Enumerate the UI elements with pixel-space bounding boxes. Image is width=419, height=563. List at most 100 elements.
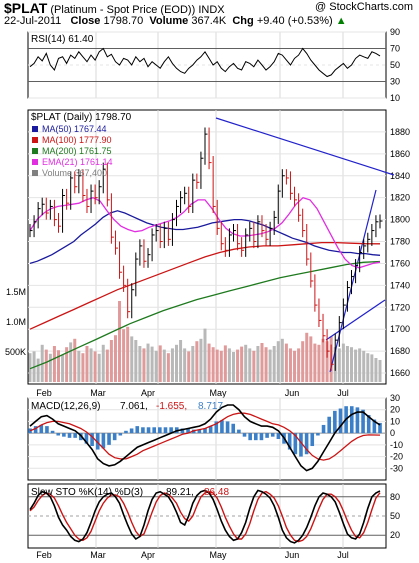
trend-line <box>215 117 395 176</box>
rsi-line <box>29 47 381 78</box>
macd-histogram-bar <box>349 406 354 434</box>
volume-tick-label: 1.0M <box>6 317 26 327</box>
volume-bar <box>158 345 162 382</box>
volume-bar <box>154 350 158 382</box>
sto-tick-label: 80 <box>390 492 400 502</box>
macd-histogram-bar <box>107 433 111 445</box>
sto-d-value: 86.48 <box>204 487 229 498</box>
price-panel <box>27 109 387 385</box>
macd-histogram-bar <box>129 428 134 434</box>
sto-legend-label: Slow STO %K(14) %D(3) <box>31 487 143 498</box>
volume-bar <box>203 328 207 382</box>
volume-bar <box>170 348 174 382</box>
volume-bar <box>297 348 301 382</box>
volume-bar <box>56 350 60 382</box>
macd-histogram-bar <box>248 433 252 441</box>
macd-histogram-bar <box>163 427 168 434</box>
volume-bar <box>65 347 69 382</box>
volume-bar <box>280 338 284 382</box>
macd-histogram-bar <box>270 433 275 437</box>
volume-bar <box>244 344 248 382</box>
macd-histogram-bar <box>293 433 298 455</box>
volume-tick-label: 500K <box>5 347 26 357</box>
macd-tick-label: -10 <box>390 440 403 450</box>
volume-bar <box>187 351 191 382</box>
price-legend-entry: EMA(21) 1761.14 <box>42 157 113 167</box>
legend-swatch <box>32 159 38 165</box>
macd-legend-label: MACD(12,26,9) <box>31 401 100 412</box>
volume-bar <box>378 359 382 382</box>
price-tick-label: 1840 <box>390 171 410 181</box>
price-tick-label: 1700 <box>390 324 410 334</box>
macd-histogram-bar <box>169 427 173 434</box>
macd-histogram-bar <box>231 423 236 434</box>
chg-label: Chg <box>232 15 254 27</box>
ma200-line <box>29 260 381 370</box>
macd-histogram-bar <box>146 427 151 434</box>
volume-bar <box>28 353 32 382</box>
price-tick-label: 1760 <box>390 258 410 268</box>
volume-bar <box>109 340 113 382</box>
rsi-legend: RSI(14) 61.40 <box>31 34 94 45</box>
macd-histogram-bar <box>90 433 94 447</box>
legend-swatch <box>32 148 38 154</box>
volume-bar <box>93 351 97 382</box>
volume-bar <box>142 348 146 382</box>
macd-histogram-bar <box>287 433 292 450</box>
ma100-line <box>29 241 381 330</box>
macd-histogram-bar <box>56 433 61 436</box>
macd-histogram-bar <box>372 419 377 434</box>
volume-bar <box>61 355 65 382</box>
volume-bar <box>118 301 122 382</box>
macd-tick-label: 0 <box>390 428 395 438</box>
macd-histogram-bar <box>124 430 128 434</box>
volume-bar <box>313 343 317 382</box>
symbol: $PLAT <box>4 0 48 16</box>
volume-bar <box>81 353 85 382</box>
volume-bar <box>337 348 341 382</box>
macd-histogram-bar <box>208 426 213 434</box>
volume-bar <box>44 349 48 382</box>
macd-histogram-bar <box>112 433 117 441</box>
legend-swatch <box>32 126 38 132</box>
macd-tick-label: 30 <box>390 393 400 403</box>
volume-bar <box>370 354 374 382</box>
bottom-x-label: Jul <box>337 550 349 560</box>
volume-bar <box>52 346 56 382</box>
volume-value: 367.4K <box>191 15 227 27</box>
price-tick-label: 1780 <box>390 237 410 247</box>
macd-histogram-bar <box>95 433 100 450</box>
macd-histogram-bar <box>254 433 258 441</box>
price-tick-label: 1740 <box>390 280 410 290</box>
sto-k-line <box>29 489 381 544</box>
price-title: $PLAT (Daily) 1798.70 <box>31 112 132 123</box>
rsi-tick-label: 10 <box>390 93 400 103</box>
macd-histogram-bar <box>220 420 224 434</box>
volume-bar <box>126 326 130 382</box>
volume-bar <box>101 344 105 382</box>
macd-hist-value: 8.717 <box>198 401 223 412</box>
macd-histogram-bar <box>276 433 281 439</box>
bottom-x-label: Jun <box>285 550 300 560</box>
macd-histogram-bar <box>366 414 371 434</box>
trend-line <box>329 189 377 373</box>
volume-bar <box>199 338 203 382</box>
macd-tick-label: 10 <box>390 416 400 426</box>
macd-tick-label: 20 <box>390 405 400 415</box>
volume-bar <box>89 348 93 382</box>
macd-line <box>29 404 381 472</box>
ema21-line <box>29 196 381 269</box>
sto-tick-label: 50 <box>390 511 400 521</box>
chart-header: $PLAT (Platinum - Spot Price (EOD)) INDX <box>4 0 225 16</box>
macd-histogram-bar <box>141 427 145 434</box>
macd-histogram-bar <box>321 424 326 434</box>
volume-bar <box>345 346 349 382</box>
macd-histogram-bar <box>84 433 89 444</box>
volume-bar <box>215 349 219 382</box>
close-label: Close <box>70 15 101 27</box>
volume-bar <box>264 347 268 382</box>
price-tick-label: 1860 <box>390 149 410 159</box>
price-x-label: May <box>209 388 227 398</box>
macd-histogram-bar <box>237 429 241 434</box>
